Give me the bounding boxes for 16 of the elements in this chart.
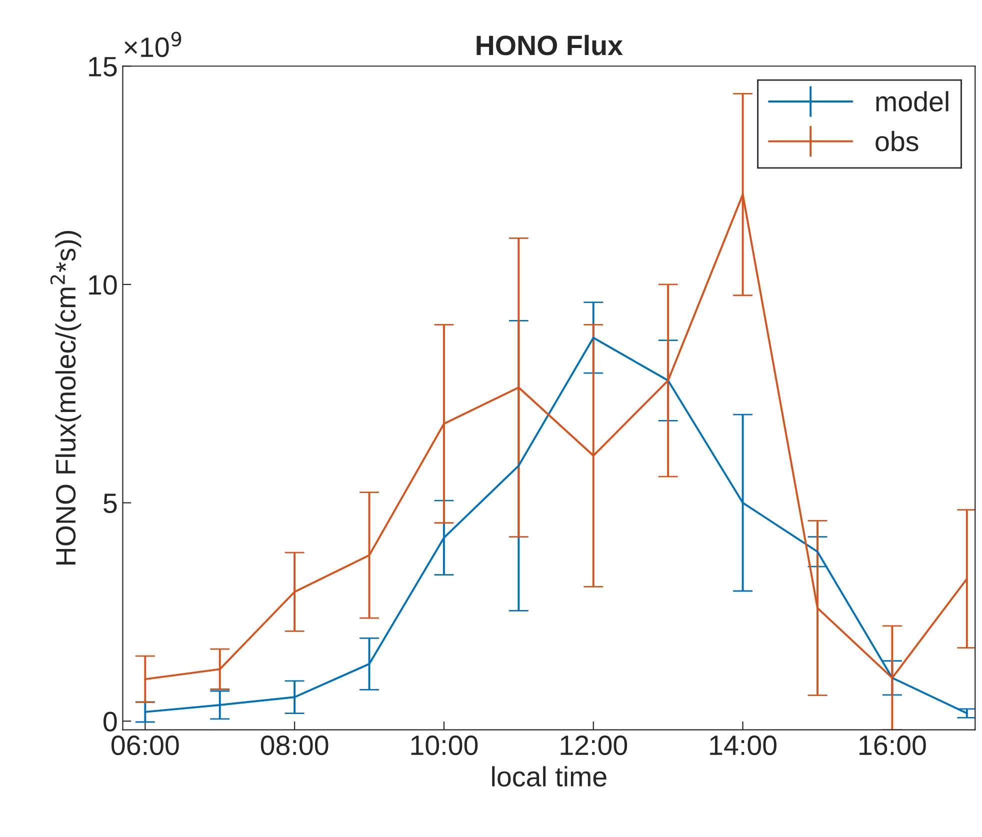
x-tick-label: 10:00: [411, 735, 478, 756]
x-tick-label: 08:00: [260, 735, 328, 756]
chart-title: HONO Flux: [476, 34, 623, 56]
y-tick-label: 0: [104, 712, 117, 732]
x-tick-label: 12:00: [560, 735, 628, 756]
legend-label: obs: [876, 130, 918, 152]
x-axis-title: local time: [492, 766, 606, 787]
y-tick-label: 10: [89, 275, 117, 295]
x-tick-label: 16:00: [860, 735, 926, 756]
text: ×10$^{9}$: [124, 32, 182, 58]
x-tick-label: 14:00: [710, 735, 776, 756]
y-tick-label: 5: [104, 494, 117, 514]
y-tick-label: 15: [89, 57, 117, 76]
y-axis-title: HONO Flux(molec/(cm$^{2}$*s)): [50, 231, 82, 564]
legend-label: model: [876, 91, 948, 112]
x-tick-label: 06:00: [111, 735, 179, 756]
